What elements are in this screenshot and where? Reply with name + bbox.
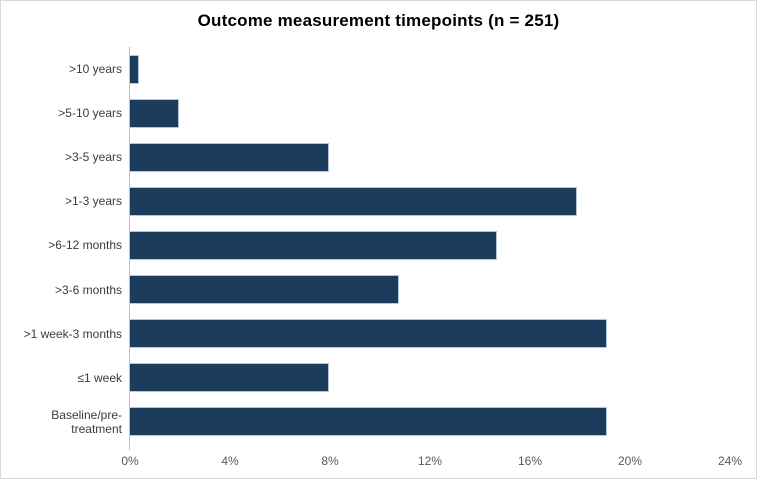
category-label: >5-10 years [58,106,122,121]
x-tick-label: 4% [221,454,239,468]
bar-row: Baseline/pre-treatment [1,400,730,444]
bar-row: ≤1 week [1,356,730,400]
bar-track [129,356,730,400]
category-label: >1 week-3 months [23,326,122,341]
bar [129,275,400,305]
bar-track [129,312,730,356]
bar-row: >1-3 years [1,179,730,223]
x-tick-label: 12% [417,454,443,468]
category-label: >3-6 months [54,282,122,297]
x-tick-label: 0% [121,454,139,468]
category-label: >6-12 months [48,238,122,253]
bar [129,142,330,172]
y-axis-line [129,47,130,450]
x-axis: 0% 4% 8% 12% 16% 20% 24% [121,454,742,469]
category-label: >10 years [68,62,122,77]
category-label: ≤1 week [77,370,122,385]
bar-row: >6-12 months [1,223,730,267]
bar [129,186,578,216]
plot-area: >10 years >5-10 years >3-5 years >1-3 ye… [1,47,742,478]
bar [129,98,180,128]
bar-track [129,91,730,135]
bar-row: >3-6 months [1,268,730,312]
bar-track [129,135,730,179]
x-tick-label: 16% [517,454,543,468]
x-tick-label: 20% [617,454,643,468]
bar [129,54,140,84]
bar-row: >1 week-3 months [1,312,730,356]
bar [129,230,498,260]
bar-track [129,268,730,312]
bar-track [129,223,730,267]
x-tick-label: 8% [321,454,339,468]
chart-title: Outcome measurement timepoints (n = 251) [197,11,560,30]
category-label: >3-5 years [64,150,122,165]
category-label: >1-3 years [64,194,122,209]
bar-track [129,179,730,223]
category-label: Baseline/pre-treatment [51,407,122,436]
bar [129,407,608,437]
bar-rows: >10 years >5-10 years >3-5 years >1-3 ye… [1,47,730,444]
bar-track [129,400,730,444]
bar [129,363,330,393]
bar-track [129,47,730,91]
bar-row: >10 years [1,47,730,91]
bar [129,319,608,349]
bar-row: >5-10 years [1,91,730,135]
bar-row: >3-5 years [1,135,730,179]
x-tick-label: 24% [717,454,743,468]
